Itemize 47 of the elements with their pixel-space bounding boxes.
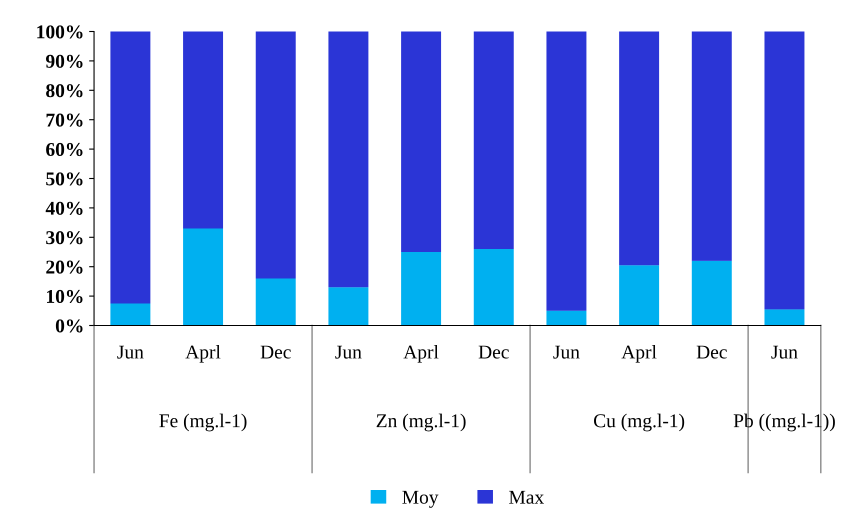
x-tick-label: Dec: [260, 346, 291, 359]
text: Zn (mg.l-1): [376, 414, 466, 432]
bar: [110, 303, 150, 326]
bar: [256, 278, 296, 326]
bar: [256, 32, 296, 278]
y-tick-label: 20%: [46, 260, 83, 274]
y-tick-label: 50%: [46, 172, 83, 186]
x-tick-label: Jun: [771, 346, 798, 359]
text: Pb ((mg.l-1)): [734, 414, 835, 432]
x-tick-label: Dec: [478, 346, 509, 359]
legend-label: Max: [509, 490, 544, 504]
legend-label: Moy: [402, 490, 438, 508]
bar: [183, 228, 224, 326]
text: Cu (mg.l-1): [594, 414, 684, 432]
bar: [619, 265, 660, 326]
y-tick-label: 0%: [56, 319, 83, 332]
y-tick-label: 90%: [46, 54, 83, 68]
bar: [328, 32, 368, 288]
y-tick-label: 10%: [47, 290, 83, 304]
bar: [110, 32, 150, 304]
y-tick-label: 30%: [46, 231, 83, 244]
y-tick-label: 70%: [46, 114, 83, 127]
bar: [474, 32, 514, 250]
bar: [764, 309, 804, 326]
y-tick-label: 60%: [46, 142, 83, 156]
bar: [328, 287, 368, 326]
bar: [401, 252, 442, 326]
y-tick-label: 100%: [37, 25, 83, 38]
bar: [764, 32, 804, 310]
x-tick-label: Aprl: [185, 344, 220, 363]
bar: [474, 249, 514, 326]
bar: [401, 32, 442, 252]
bar: [183, 32, 224, 228]
x-tick-label: Jun: [335, 346, 362, 359]
x-tick-label: Aprl: [621, 344, 657, 363]
y-tick-label: 80%: [46, 84, 83, 98]
y-tick-label: 40%: [46, 202, 83, 215]
text: Fe (mg.l-1): [159, 414, 246, 432]
x-tick-label: Jun: [553, 346, 580, 359]
bar: [692, 32, 732, 261]
x-tick-label: Aprl: [403, 344, 439, 363]
x-tick-label: Jun: [117, 346, 144, 359]
bar: [692, 260, 732, 326]
bar: [619, 32, 660, 266]
bar: [546, 310, 586, 326]
x-tick-label: Dec: [696, 346, 727, 359]
bar: [546, 32, 586, 311]
